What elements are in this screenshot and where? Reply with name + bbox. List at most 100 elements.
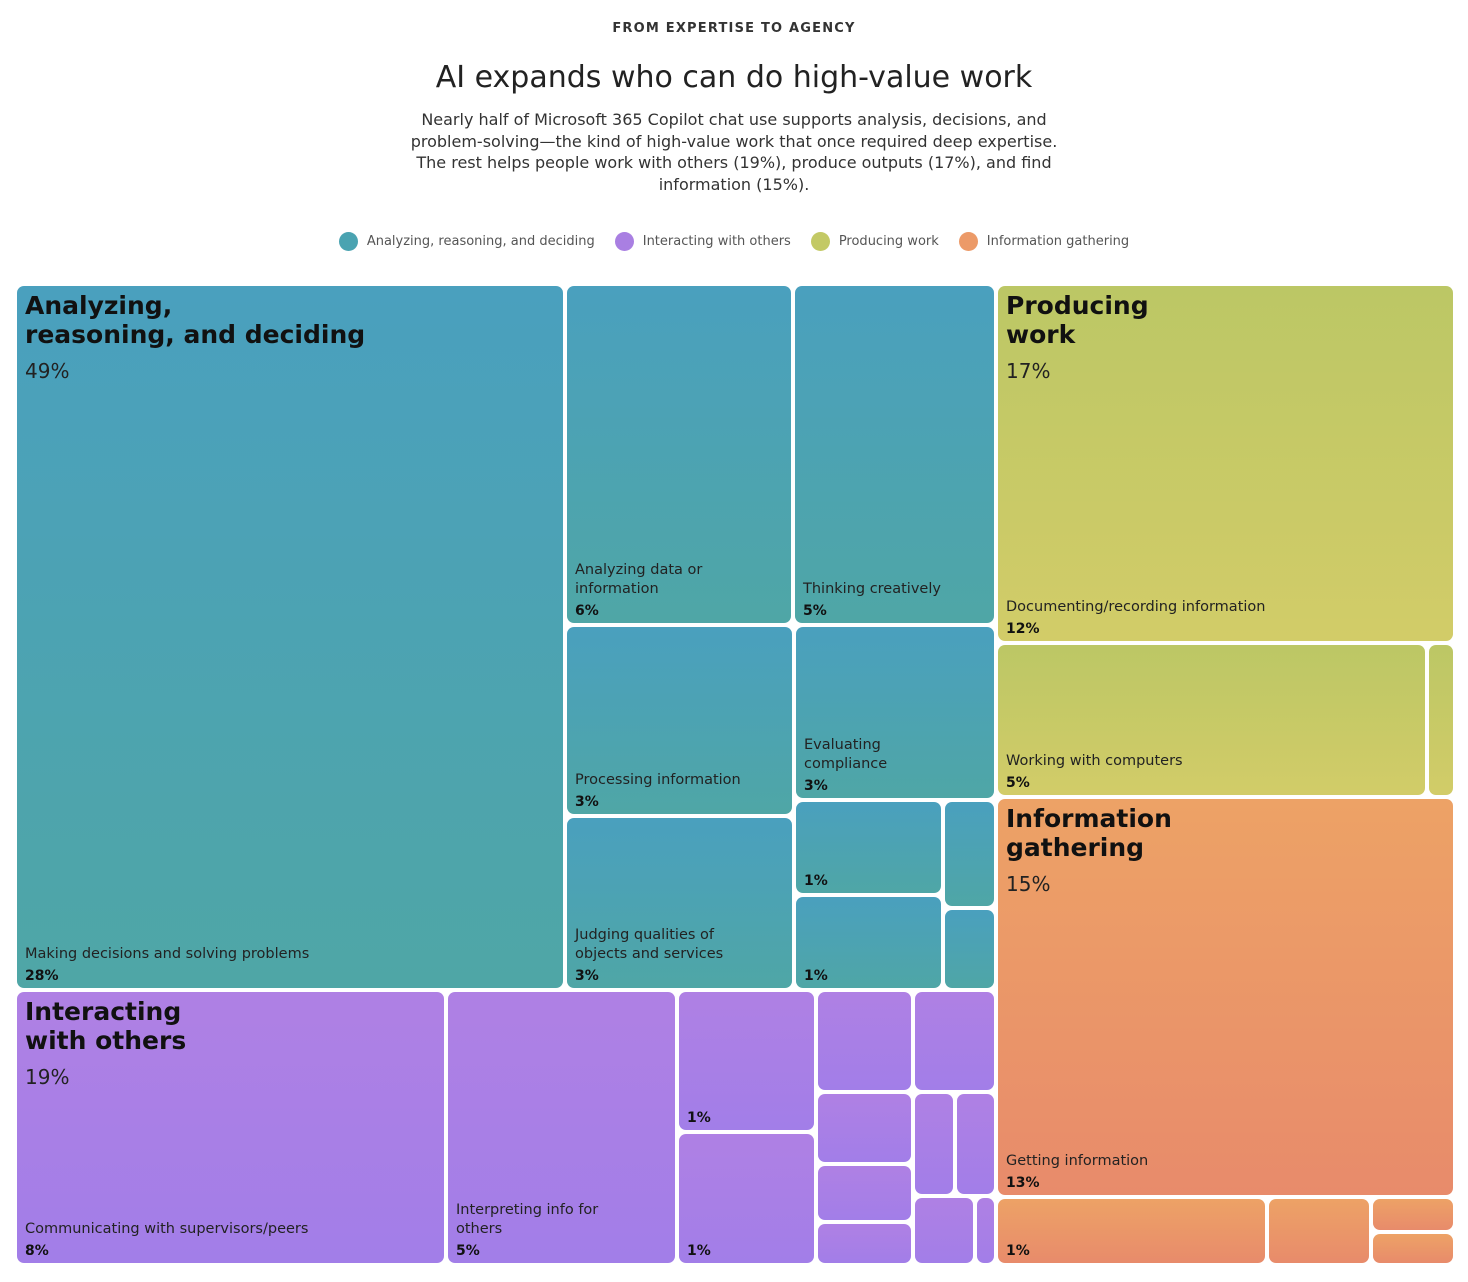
tile-analyzing-9[interactable] bbox=[945, 802, 994, 906]
tile-rect[interactable] bbox=[957, 1094, 994, 1194]
tile-label: Judging qualities of bbox=[574, 927, 715, 943]
tile-label: Thinking creatively bbox=[802, 581, 941, 597]
tile-rect[interactable] bbox=[1269, 1199, 1369, 1263]
legend-item-analyzing[interactable]: Analyzing, reasoning, and deciding bbox=[338, 231, 595, 251]
tile-label: Analyzing data or bbox=[575, 562, 702, 578]
tile-information-2[interactable]: 1% bbox=[998, 1199, 1265, 1263]
chart-eyebrow: FROM EXPERTISE TO AGENCY bbox=[612, 21, 856, 36]
legend-item-interacting[interactable]: Interacting with others bbox=[614, 231, 791, 251]
tile-rect[interactable] bbox=[818, 1094, 911, 1162]
legend-label-interacting: Interacting with others bbox=[642, 233, 791, 249]
tile-analyzing-5[interactable]: 3% Evaluating compliance bbox=[796, 627, 994, 798]
legend-swatch-interacting bbox=[614, 231, 634, 251]
tile-rect[interactable] bbox=[679, 1134, 814, 1263]
tile-rect[interactable] bbox=[17, 286, 563, 988]
tile-value-label: 1% bbox=[804, 873, 828, 889]
tile-rect[interactable] bbox=[795, 286, 994, 623]
tile-value-label: 3% bbox=[575, 794, 599, 810]
tile-rect[interactable] bbox=[679, 992, 814, 1130]
tile-producing-1[interactable]: Producing work 17% 12% Documenting/recording… bbox=[998, 286, 1453, 641]
category-name: Information gathering bbox=[1006, 804, 1172, 862]
tile-rect[interactable] bbox=[1373, 1234, 1453, 1263]
tile-value-label: 1% bbox=[687, 1110, 711, 1126]
tile-interacting-10[interactable] bbox=[915, 1094, 953, 1194]
legend-swatch-producing bbox=[810, 231, 830, 251]
tile-rect[interactable] bbox=[818, 992, 911, 1090]
tile-information-4[interactable] bbox=[1373, 1199, 1453, 1230]
tile-interacting-5[interactable] bbox=[818, 992, 911, 1090]
tile-rect[interactable] bbox=[1373, 1199, 1453, 1230]
tile-analyzing-1[interactable]: Analyzing, reasoning, and deciding 49% 28% M… bbox=[17, 286, 563, 988]
tile-rect[interactable] bbox=[796, 897, 941, 988]
tile-interacting-8[interactable] bbox=[818, 1166, 911, 1220]
tile-interacting-6[interactable] bbox=[915, 992, 994, 1090]
legend-label-information: Information gathering bbox=[986, 233, 1130, 249]
tile-rect[interactable] bbox=[945, 910, 994, 988]
tile-rect[interactable] bbox=[915, 1198, 973, 1263]
tile-interacting-7[interactable] bbox=[818, 1094, 911, 1162]
category-percent: 49% bbox=[25, 359, 69, 383]
tile-interacting-13[interactable] bbox=[977, 1198, 994, 1263]
tile-value-label: 6% bbox=[575, 603, 599, 619]
tile-label: Working with computers bbox=[1006, 753, 1183, 769]
legend-item-information[interactable]: Information gathering bbox=[958, 231, 1130, 251]
legend-item-producing[interactable]: Producing work bbox=[810, 231, 939, 251]
tile-interacting-4[interactable]: 1% bbox=[679, 1134, 814, 1263]
tile-interacting-2[interactable]: 5% Interpreting info for others bbox=[448, 992, 675, 1263]
tile-rect[interactable] bbox=[915, 992, 994, 1090]
tile-interacting-1[interactable]: Interacting with others 19% 8% Communicating… bbox=[17, 992, 444, 1263]
tile-value-label: 3% bbox=[804, 778, 828, 794]
tile-label: others bbox=[456, 1221, 502, 1237]
tile-interacting-3[interactable]: 1% bbox=[679, 992, 814, 1130]
tile-label: Documenting/recording information bbox=[1006, 599, 1265, 615]
tile-interacting-12[interactable] bbox=[915, 1198, 973, 1263]
tile-analyzing-7[interactable]: 1% bbox=[796, 802, 941, 893]
tile-analyzing-2[interactable]: 6% Analyzing data or information bbox=[567, 286, 791, 623]
tile-rect[interactable] bbox=[945, 802, 994, 906]
tile-interacting-9[interactable] bbox=[818, 1224, 911, 1263]
tile-information-1[interactable]: Information gathering 15% 13% Getting inform… bbox=[998, 799, 1453, 1195]
category-percent: 19% bbox=[25, 1065, 69, 1089]
tile-rect[interactable] bbox=[17, 992, 444, 1263]
tile-value-label: 28% bbox=[25, 968, 59, 984]
tile-rect[interactable] bbox=[818, 1224, 911, 1263]
tile-rect[interactable] bbox=[998, 799, 1453, 1195]
category-group-analyzing: Analyzing, reasoning, and deciding 49% 28% M… bbox=[17, 286, 994, 988]
legend-swatch-analyzing bbox=[338, 231, 358, 251]
legend-label-producing: Producing work bbox=[838, 233, 939, 249]
category-name: Interacting with others bbox=[25, 997, 186, 1055]
tile-analyzing-8[interactable]: 1% bbox=[796, 897, 941, 988]
tile-rect[interactable] bbox=[567, 818, 792, 988]
tile-producing-2[interactable]: 5% Working with computers bbox=[998, 645, 1425, 795]
tile-rect[interactable] bbox=[448, 992, 675, 1263]
tile-rect[interactable] bbox=[818, 1166, 911, 1220]
category-percent: 15% bbox=[1006, 872, 1050, 896]
tile-rect[interactable] bbox=[1429, 645, 1453, 795]
tile-label: compliance bbox=[804, 756, 887, 772]
tile-rect[interactable] bbox=[915, 1094, 953, 1194]
tile-label: Making decisions and solving problems bbox=[25, 946, 309, 962]
tile-rect[interactable] bbox=[567, 627, 792, 814]
category-name: Analyzing, reasoning, and deciding bbox=[25, 291, 365, 349]
tile-label: Evaluating bbox=[804, 737, 881, 753]
legend-label-analyzing: Analyzing, reasoning, and deciding bbox=[366, 233, 595, 249]
tile-information-5[interactable] bbox=[1373, 1234, 1453, 1263]
tile-rect[interactable] bbox=[567, 286, 791, 623]
chart-legend: Analyzing, reasoning, and deciding Inter… bbox=[0, 230, 1468, 252]
tile-value-label: 1% bbox=[1006, 1243, 1030, 1259]
tile-rect[interactable] bbox=[977, 1198, 994, 1263]
tile-producing-3[interactable] bbox=[1429, 645, 1453, 795]
tile-rect[interactable] bbox=[998, 286, 1453, 641]
tile-rect[interactable] bbox=[796, 802, 941, 893]
tile-interacting-11[interactable] bbox=[957, 1094, 994, 1194]
tile-rect[interactable] bbox=[998, 1199, 1265, 1263]
legend-swatch-information bbox=[958, 231, 978, 251]
tile-rect[interactable] bbox=[796, 627, 994, 798]
tile-rect[interactable] bbox=[998, 645, 1425, 795]
tile-analyzing-3[interactable]: 5% Thinking creatively bbox=[795, 286, 994, 623]
tile-analyzing-4[interactable]: 3% Processing information bbox=[567, 627, 792, 814]
tile-analyzing-10[interactable] bbox=[945, 910, 994, 988]
tile-analyzing-6[interactable]: 3% Judging qualities of objects and servic… bbox=[567, 818, 792, 988]
tile-information-3[interactable] bbox=[1269, 1199, 1369, 1263]
